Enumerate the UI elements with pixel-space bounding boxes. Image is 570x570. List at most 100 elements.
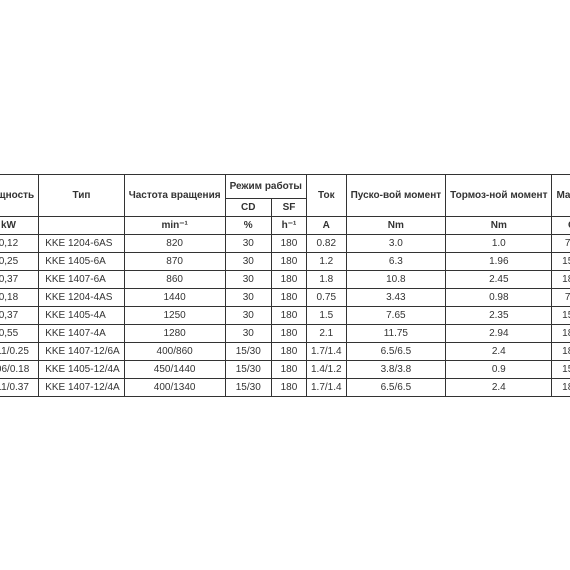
- cell-type: KKE 1407-12/6A: [39, 342, 125, 360]
- cell-rpm: 860: [124, 270, 225, 288]
- cell-cd: 15/30: [225, 360, 271, 378]
- col-start-moment: Пуско-вой момент: [346, 174, 446, 216]
- unit-mass: G: [552, 216, 570, 234]
- cell-current: 0.75: [306, 288, 346, 306]
- col-type: Тип: [39, 174, 125, 216]
- cell-cd: 30: [225, 270, 271, 288]
- cell-power: 0,25: [0, 252, 39, 270]
- col-cd: CD: [225, 198, 271, 216]
- cell-mass: 15.5: [552, 360, 570, 378]
- cell-start: 10.8: [346, 270, 446, 288]
- cell-rpm: 1250: [124, 306, 225, 324]
- cell-brake: 2.35: [446, 306, 552, 324]
- cell-brake: 2.45: [446, 270, 552, 288]
- cell-type: KKE 1204-4AS: [39, 288, 125, 306]
- table-header: Мощность Тип Частота вращения Режим рабо…: [0, 174, 570, 234]
- table-row: 0,55KKE 1407-4A1280301802.111.752.9418.2: [0, 324, 570, 342]
- cell-mass: 18.2: [552, 342, 570, 360]
- table-row: 0,37KKE 1407-6A860301801.810.82.4518.2: [0, 270, 570, 288]
- cell-power: 0.06/0.18: [0, 360, 39, 378]
- cell-rpm: 820: [124, 234, 225, 252]
- col-rpm: Частота вращения: [124, 174, 225, 216]
- cell-start: 11.75: [346, 324, 446, 342]
- cell-type: KKE 1407-6A: [39, 270, 125, 288]
- cell-current: 1.5: [306, 306, 346, 324]
- cell-current: 1.7/1.4: [306, 378, 346, 396]
- cell-mass: 7.7: [552, 288, 570, 306]
- cell-rpm: 1280: [124, 324, 225, 342]
- cell-mass: 18.2: [552, 324, 570, 342]
- cell-brake: 0.98: [446, 288, 552, 306]
- cell-brake: 2.4: [446, 378, 552, 396]
- col-mode: Режим работы: [225, 174, 306, 198]
- cell-power: 0,55: [0, 324, 39, 342]
- cell-rpm: 450/1440: [124, 360, 225, 378]
- cell-power: 0,37: [0, 270, 39, 288]
- cell-cd: 30: [225, 234, 271, 252]
- col-mass: Масса: [552, 174, 570, 216]
- cell-mass: 18.2: [552, 270, 570, 288]
- table-body: 0,12KKE 1204-6AS820301800.823.01.07.70,2…: [0, 234, 570, 396]
- table-row: 0.06/0.18KKE 1405-12/4A450/144015/301801…: [0, 360, 570, 378]
- unit-current: A: [306, 216, 346, 234]
- cell-sf: 180: [271, 234, 306, 252]
- table-container: Мощность Тип Частота вращения Режим рабо…: [0, 174, 570, 397]
- cell-type: KKE 1407-12/4A: [39, 378, 125, 396]
- cell-start: 7.65: [346, 306, 446, 324]
- cell-type: KKE 1405-6A: [39, 252, 125, 270]
- cell-current: 1.2: [306, 252, 346, 270]
- cell-start: 3.43: [346, 288, 446, 306]
- cell-rpm: 400/860: [124, 342, 225, 360]
- cell-power: 0.11/0.25: [0, 342, 39, 360]
- cell-brake: 2.94: [446, 324, 552, 342]
- cell-sf: 180: [271, 288, 306, 306]
- table-row: 0,12KKE 1204-6AS820301800.823.01.07.7: [0, 234, 570, 252]
- cell-rpm: 870: [124, 252, 225, 270]
- cell-cd: 15/30: [225, 342, 271, 360]
- cell-mass: 15.5: [552, 306, 570, 324]
- cell-rpm: 1440: [124, 288, 225, 306]
- cell-power: 0,18: [0, 288, 39, 306]
- unit-type: [39, 216, 125, 234]
- unit-rpm: min⁻¹: [124, 216, 225, 234]
- cell-sf: 180: [271, 252, 306, 270]
- col-power: Мощность: [0, 174, 39, 216]
- cell-start: 6.3: [346, 252, 446, 270]
- cell-type: KKE 1405-4A: [39, 306, 125, 324]
- cell-brake: 0.9: [446, 360, 552, 378]
- cell-current: 1.7/1.4: [306, 342, 346, 360]
- cell-sf: 180: [271, 378, 306, 396]
- col-current: Ток: [306, 174, 346, 216]
- table-row: 0,25KKE 1405-6A870301801.26.31.9615.5: [0, 252, 570, 270]
- cell-start: 3.0: [346, 234, 446, 252]
- cell-current: 2.1: [306, 324, 346, 342]
- cell-start: 3.8/3.8: [346, 360, 446, 378]
- cell-power: 0.11/0.37: [0, 378, 39, 396]
- cell-sf: 180: [271, 324, 306, 342]
- table-row: 0,18KKE 1204-4AS1440301800.753.430.987.7: [0, 288, 570, 306]
- unit-brake: Nm: [446, 216, 552, 234]
- cell-power: 0,12: [0, 234, 39, 252]
- cell-type: KKE 1405-12/4A: [39, 360, 125, 378]
- table-row: 0.11/0.37KKE 1407-12/4A400/134015/301801…: [0, 378, 570, 396]
- cell-current: 0.82: [306, 234, 346, 252]
- cell-sf: 180: [271, 270, 306, 288]
- cell-rpm: 400/1340: [124, 378, 225, 396]
- table-row: 0.11/0.25KKE 1407-12/6A400/86015/301801.…: [0, 342, 570, 360]
- unit-cd: %: [225, 216, 271, 234]
- cell-cd: 30: [225, 252, 271, 270]
- unit-start: Nm: [346, 216, 446, 234]
- col-brake-moment: Тормоз-ной момент: [446, 174, 552, 216]
- cell-cd: 30: [225, 324, 271, 342]
- cell-current: 1.4/1.2: [306, 360, 346, 378]
- unit-power: kW: [0, 216, 39, 234]
- cell-sf: 180: [271, 360, 306, 378]
- cell-cd: 30: [225, 306, 271, 324]
- cell-brake: 1.0: [446, 234, 552, 252]
- unit-sf: h⁻¹: [271, 216, 306, 234]
- cell-brake: 1.96: [446, 252, 552, 270]
- cell-type: KKE 1204-6AS: [39, 234, 125, 252]
- cell-sf: 180: [271, 306, 306, 324]
- cell-cd: 30: [225, 288, 271, 306]
- header-row-main: Мощность Тип Частота вращения Режим рабо…: [0, 174, 570, 198]
